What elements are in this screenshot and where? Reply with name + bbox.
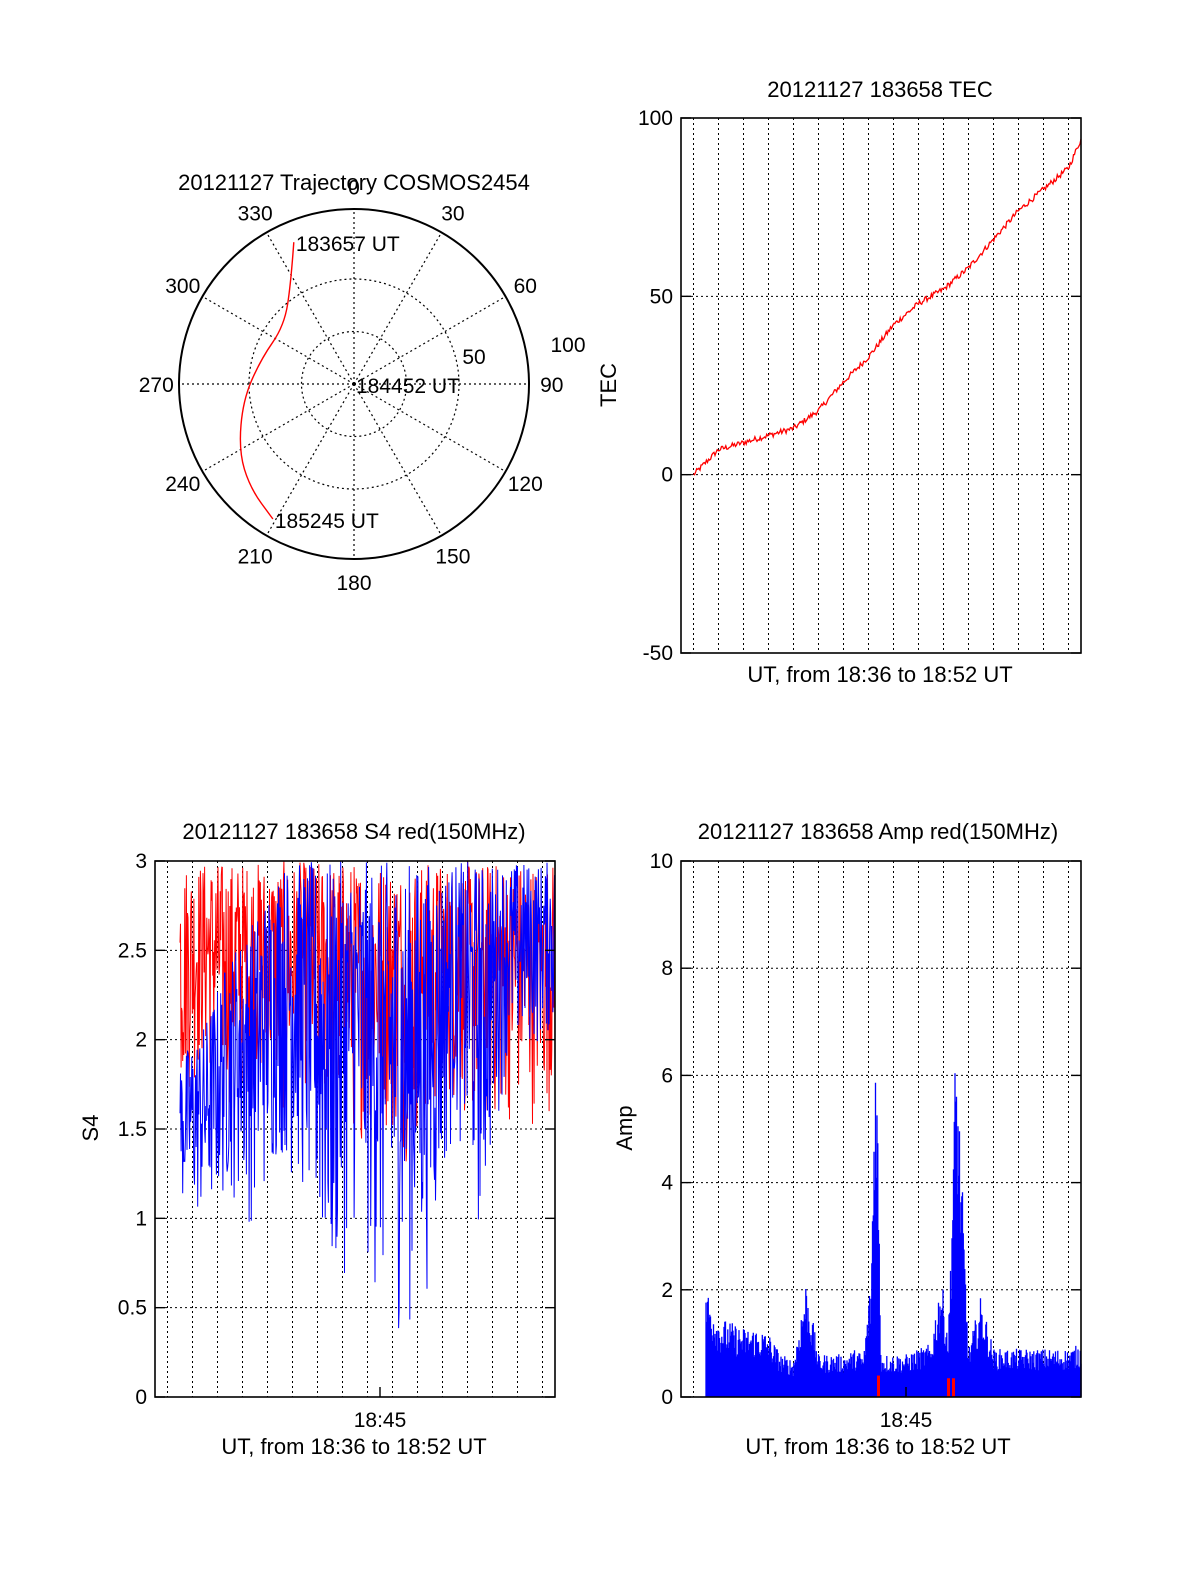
polar-angle-tick: 210 — [238, 545, 273, 568]
amp-red-bar — [952, 1378, 955, 1397]
polar-angle-tick: 180 — [336, 572, 371, 595]
y-tick-label: 2.5 — [118, 939, 147, 962]
polar-angle-tick: 0 — [348, 176, 360, 199]
amp-title: 20121127 183658 Amp red(150MHz) — [698, 819, 1058, 844]
amp-red-bar — [877, 1375, 880, 1397]
y-tick-label: 50 — [650, 285, 673, 308]
s4-title: 20121127 183658 S4 red(150MHz) — [182, 819, 525, 844]
polar-radial-tick: 100 — [550, 334, 585, 357]
y-tick-label: 10 — [650, 850, 673, 873]
polar-spoke — [202, 295, 355, 385]
x-tick-label: 18:45 — [880, 1409, 933, 1432]
polar-angle-tick: 240 — [165, 473, 200, 496]
plot-frame — [680, 117, 1082, 654]
polar-angle-tick: 30 — [441, 203, 464, 226]
polar-angle-tick: 90 — [540, 374, 563, 397]
polar-angle-tick: 150 — [435, 545, 470, 568]
polar-spoke — [265, 383, 355, 536]
polar-spoke — [202, 383, 355, 473]
tec-series-line — [693, 138, 1082, 476]
y-tick-label: 6 — [661, 1064, 673, 1087]
y-tick-label: 2 — [135, 1029, 147, 1052]
s4-panel: 20121127 183658 S4 red(150MHz) UT, from … — [78, 819, 556, 1459]
amp-ylabel: Amp — [612, 1105, 637, 1150]
s4-ylabel: S4 — [78, 1115, 103, 1142]
polar-angle-tick: 60 — [514, 275, 537, 298]
y-tick-label: 0 — [661, 464, 673, 487]
y-tick-label: 1 — [135, 1207, 147, 1230]
trajectory-title: 20121127 Trajectory COSMOS2454 — [178, 170, 530, 195]
amp-xlabel: UT, from 18:36 to 18:52 UT — [745, 1434, 1010, 1459]
amp-panel: 20121127 183658 Amp red(150MHz) UT, from… — [612, 819, 1082, 1459]
polar-radial-tick: 50 — [462, 346, 485, 369]
polar-ring — [300, 330, 408, 438]
s4-xlabel: UT, from 18:36 to 18:52 UT — [221, 1434, 486, 1459]
y-tick-label: 0 — [135, 1386, 147, 1409]
y-tick-label: 0 — [661, 1386, 673, 1409]
tec-xlabel: UT, from 18:36 to 18:52 UT — [747, 662, 1012, 687]
plot-frame — [154, 860, 556, 1398]
polar-spoke — [353, 295, 506, 385]
x-tick-label: 18:45 — [354, 1409, 407, 1432]
polar-angle-tick: 270 — [139, 374, 174, 397]
amp-series-bars — [705, 1073, 1082, 1397]
plot-frame — [680, 860, 1082, 1398]
polar-angle-tick: 300 — [165, 275, 200, 298]
trajectory-panel: 20121127 Trajectory COSMOS2454 0 30 60 90 12… — [139, 170, 586, 595]
polar-angle-tick: 120 — [508, 473, 543, 496]
polar-spoke — [353, 232, 443, 385]
y-tick-label: -50 — [643, 642, 673, 665]
polar-spoke — [353, 383, 506, 473]
y-tick-label: 3 — [135, 850, 147, 873]
y-tick-label: 1.5 — [118, 1118, 147, 1141]
y-tick-label: 100 — [638, 107, 673, 130]
polar-angle-tick: 330 — [238, 203, 273, 226]
tec-panel: 20121127 183658 TEC UT, from 18:36 to 18… — [596, 77, 1082, 687]
polar-outer-circle — [178, 208, 530, 560]
polar-spoke — [353, 383, 443, 536]
polar-spoke — [265, 232, 355, 385]
y-tick-label: 0.5 — [118, 1297, 147, 1320]
y-tick-label: 8 — [661, 957, 673, 980]
amp-red-bar — [947, 1378, 950, 1397]
s4-series-line — [179, 861, 556, 1329]
y-tick-label: 2 — [661, 1279, 673, 1302]
trajectory-time-label: 185245 UT — [275, 510, 379, 533]
tec-ylabel: TEC — [596, 363, 621, 407]
trajectory-line — [239, 242, 295, 520]
y-tick-label: 4 — [661, 1172, 673, 1195]
trajectory-time-label: 184452 UT — [356, 375, 460, 398]
trajectory-time-label: 183657 UT — [296, 233, 400, 256]
tec-title: 20121127 183658 TEC — [767, 77, 993, 102]
